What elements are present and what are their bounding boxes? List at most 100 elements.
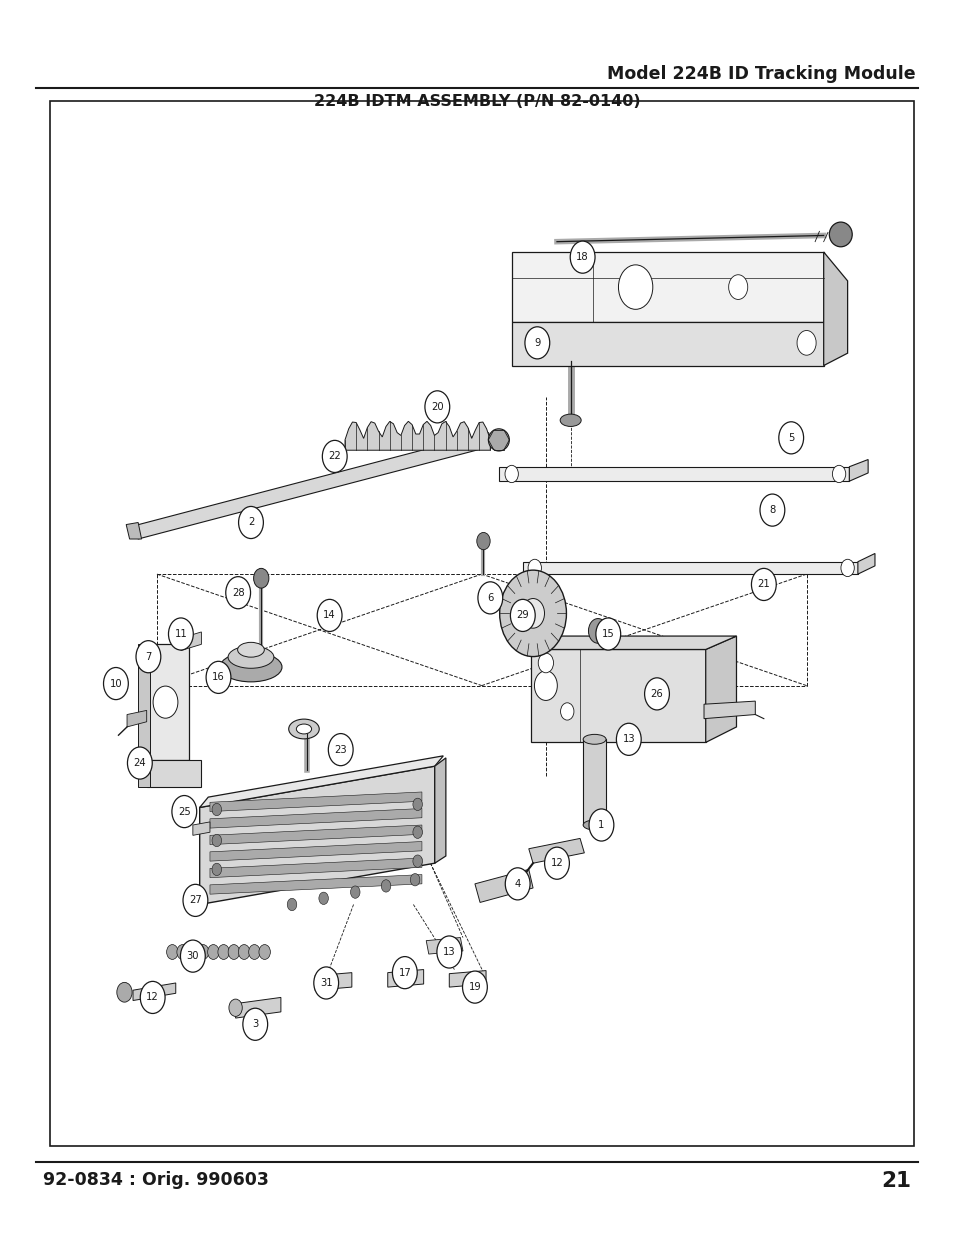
Ellipse shape <box>296 724 312 734</box>
Circle shape <box>524 327 549 359</box>
Circle shape <box>249 945 260 960</box>
Circle shape <box>238 506 263 538</box>
Text: 17: 17 <box>398 968 411 978</box>
Text: 14: 14 <box>323 610 335 620</box>
Polygon shape <box>857 553 874 574</box>
Circle shape <box>534 671 557 700</box>
Polygon shape <box>210 825 421 845</box>
Circle shape <box>197 945 209 960</box>
Polygon shape <box>345 421 490 451</box>
Text: 8: 8 <box>768 505 775 515</box>
Text: 6: 6 <box>487 593 493 603</box>
Circle shape <box>217 945 229 960</box>
Polygon shape <box>134 432 492 538</box>
Polygon shape <box>314 973 352 990</box>
Polygon shape <box>199 756 443 808</box>
Circle shape <box>570 241 595 273</box>
Circle shape <box>462 971 487 1003</box>
Text: 19: 19 <box>468 982 481 992</box>
Circle shape <box>477 582 502 614</box>
Text: 28: 28 <box>232 588 244 598</box>
Circle shape <box>410 873 419 885</box>
Text: 16: 16 <box>212 672 225 683</box>
Circle shape <box>167 945 178 960</box>
Circle shape <box>152 687 177 719</box>
Circle shape <box>212 803 221 815</box>
Text: 27: 27 <box>189 895 202 905</box>
Circle shape <box>140 982 165 1014</box>
Text: 12: 12 <box>146 993 159 1003</box>
Circle shape <box>317 599 342 631</box>
Polygon shape <box>147 760 201 787</box>
Circle shape <box>644 678 669 710</box>
Circle shape <box>544 847 569 879</box>
Polygon shape <box>138 645 150 787</box>
Polygon shape <box>703 701 755 719</box>
Circle shape <box>238 945 250 960</box>
Text: 224B IDTM ASSEMBLY (P/N 82-0140): 224B IDTM ASSEMBLY (P/N 82-0140) <box>314 95 639 110</box>
Polygon shape <box>511 322 822 366</box>
Ellipse shape <box>229 999 242 1016</box>
Text: 26: 26 <box>650 689 662 699</box>
Circle shape <box>510 599 535 631</box>
Polygon shape <box>235 998 280 1018</box>
Polygon shape <box>511 252 822 322</box>
Polygon shape <box>387 969 423 987</box>
Ellipse shape <box>289 719 319 739</box>
Circle shape <box>751 568 776 600</box>
Text: 25: 25 <box>178 806 191 816</box>
Polygon shape <box>147 645 190 760</box>
Circle shape <box>253 568 269 588</box>
Polygon shape <box>132 983 175 1000</box>
Polygon shape <box>475 869 533 903</box>
Text: 31: 31 <box>319 978 333 988</box>
Polygon shape <box>848 459 867 482</box>
Ellipse shape <box>220 652 282 682</box>
Circle shape <box>318 892 328 904</box>
Circle shape <box>212 863 221 876</box>
Circle shape <box>350 885 359 898</box>
Circle shape <box>596 618 620 650</box>
Circle shape <box>176 945 188 960</box>
Circle shape <box>778 422 802 454</box>
Polygon shape <box>193 823 210 835</box>
Text: 3: 3 <box>252 1019 258 1029</box>
Circle shape <box>328 734 353 766</box>
Ellipse shape <box>488 429 509 451</box>
Text: 23: 23 <box>335 745 347 755</box>
Circle shape <box>528 559 541 577</box>
Circle shape <box>504 466 517 483</box>
Circle shape <box>243 1008 268 1040</box>
Text: 9: 9 <box>534 338 540 348</box>
Circle shape <box>128 747 152 779</box>
Circle shape <box>116 982 132 1002</box>
Circle shape <box>505 868 530 900</box>
Circle shape <box>728 274 747 299</box>
Text: 92-0834 : Orig. 990603: 92-0834 : Orig. 990603 <box>43 1171 269 1189</box>
Text: 13: 13 <box>442 947 456 957</box>
Circle shape <box>287 898 296 910</box>
Text: 18: 18 <box>576 252 588 262</box>
Polygon shape <box>435 758 445 863</box>
Circle shape <box>521 599 544 629</box>
Polygon shape <box>449 971 485 987</box>
Circle shape <box>796 331 815 356</box>
Text: 21: 21 <box>757 579 769 589</box>
Circle shape <box>537 653 553 673</box>
Text: 11: 11 <box>174 629 187 638</box>
Circle shape <box>840 559 853 577</box>
Polygon shape <box>531 650 705 742</box>
Circle shape <box>588 809 613 841</box>
Text: 10: 10 <box>110 678 122 689</box>
Circle shape <box>258 945 270 960</box>
Text: 30: 30 <box>187 951 199 961</box>
Circle shape <box>424 390 449 422</box>
Circle shape <box>212 835 221 847</box>
Text: 20: 20 <box>431 401 443 411</box>
Circle shape <box>226 577 251 609</box>
Text: 15: 15 <box>601 629 614 638</box>
Polygon shape <box>210 792 421 811</box>
Polygon shape <box>582 740 605 825</box>
Circle shape <box>476 532 490 550</box>
Ellipse shape <box>828 222 851 247</box>
